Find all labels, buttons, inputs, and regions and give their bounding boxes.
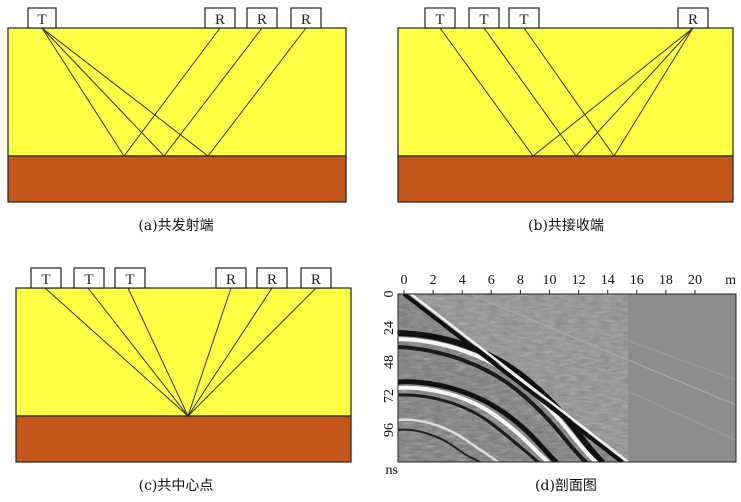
x-tick-label: 2 [430,273,437,288]
panel-b-ray [523,27,694,157]
panel-b-transmitter-label: T [435,12,444,28]
y-tick-label: 0 [382,291,397,298]
panel-b-lower-layer [397,155,734,203]
x-tick-label: 4 [459,273,466,288]
x-tick-label: 10 [543,273,557,288]
panel-a-receiver-label: R [257,12,267,28]
panel-a-caption: (a)共发射端 [138,218,213,234]
x-tick-label: 8 [517,273,524,288]
y-unit-label: ns [386,463,398,478]
panel-c-receiver: R [300,267,332,289]
panel-d-direct-wave [402,294,629,462]
panel-c-receiver-label: R [311,272,321,288]
x-tick-label: 6 [488,273,495,288]
panel-b-common-receiver: T T T R (b)共接收端 [397,7,734,234]
x-tick-label: 16 [630,273,644,288]
x-tick-label: 20 [688,273,702,288]
panel-c-caption: (c)共中心点 [139,478,214,494]
panel-a-upper-layer [7,27,347,157]
panel-c-transmitter-label: T [84,272,93,288]
panel-c-transmitter-label: T [41,272,50,288]
x-unit-label: m [725,273,736,288]
panel-c-common-midpoint: T T T R R R (c)共中心点 [15,267,352,494]
panel-a-receiver-label: R [301,12,311,28]
panel-c-transmitter-label: T [125,272,134,288]
panel-b-receiver: R [677,7,709,29]
panel-a-transmitter-label: T [37,12,46,28]
y-tick-label: 72 [382,389,397,403]
panel-b-transmitter: T [508,7,540,29]
panel-a-ray [41,27,307,157]
panel-b-transmitter: T [424,7,456,29]
panel-a-receiver: R [204,7,236,29]
panel-c-transmitter: T [73,267,105,289]
panel-c-lower-layer [15,415,352,463]
panel-c-ray [127,287,232,418]
x-tick-label: 14 [601,273,615,288]
panel-c-transmitter: T [114,267,146,289]
x-tick-label: 12 [572,273,586,288]
panel-b-upper-layer [397,27,734,157]
panel-a-common-transmitter: T R R R (a)共发射端 [7,7,347,234]
panel-d-caption: (d)剖面图 [535,478,597,494]
panel-a-ray [41,27,221,157]
panel-c-receiver: R [215,267,247,289]
y-tick-label: 96 [382,423,397,437]
panel-b-caption: (b)共接收端 [528,217,604,234]
panel-d-reflections [398,330,605,462]
panel-a-receiver: R [290,7,322,29]
x-tick-label: 18 [659,273,673,288]
panel-a-transmitter: T [27,7,57,29]
panel-c-receiver: R [256,267,288,289]
x-tick-label: 0 [401,273,408,288]
panel-b-ray [439,27,694,157]
panel-c-receiver-label: R [267,272,277,288]
panel-b-transmitter-label: T [479,12,488,28]
panel-a-ray [41,27,263,157]
panel-a-lower-layer [7,155,347,203]
panel-d-frame [397,293,737,463]
panel-b-transmitter: T [468,7,500,29]
panel-b-ray [483,27,694,157]
panel-d-faint-events [469,294,736,441]
panel-a-receiver: R [246,7,278,29]
panel-c-transmitter: T [30,267,62,289]
y-tick-label: 48 [382,355,397,369]
y-tick-label: 24 [382,321,397,335]
panel-b-transmitter-label: T [519,12,528,28]
panel-c-receiver-label: R [226,272,236,288]
panel-b-receiver-label: R [688,12,698,28]
panel-a-receiver-label: R [215,12,225,28]
